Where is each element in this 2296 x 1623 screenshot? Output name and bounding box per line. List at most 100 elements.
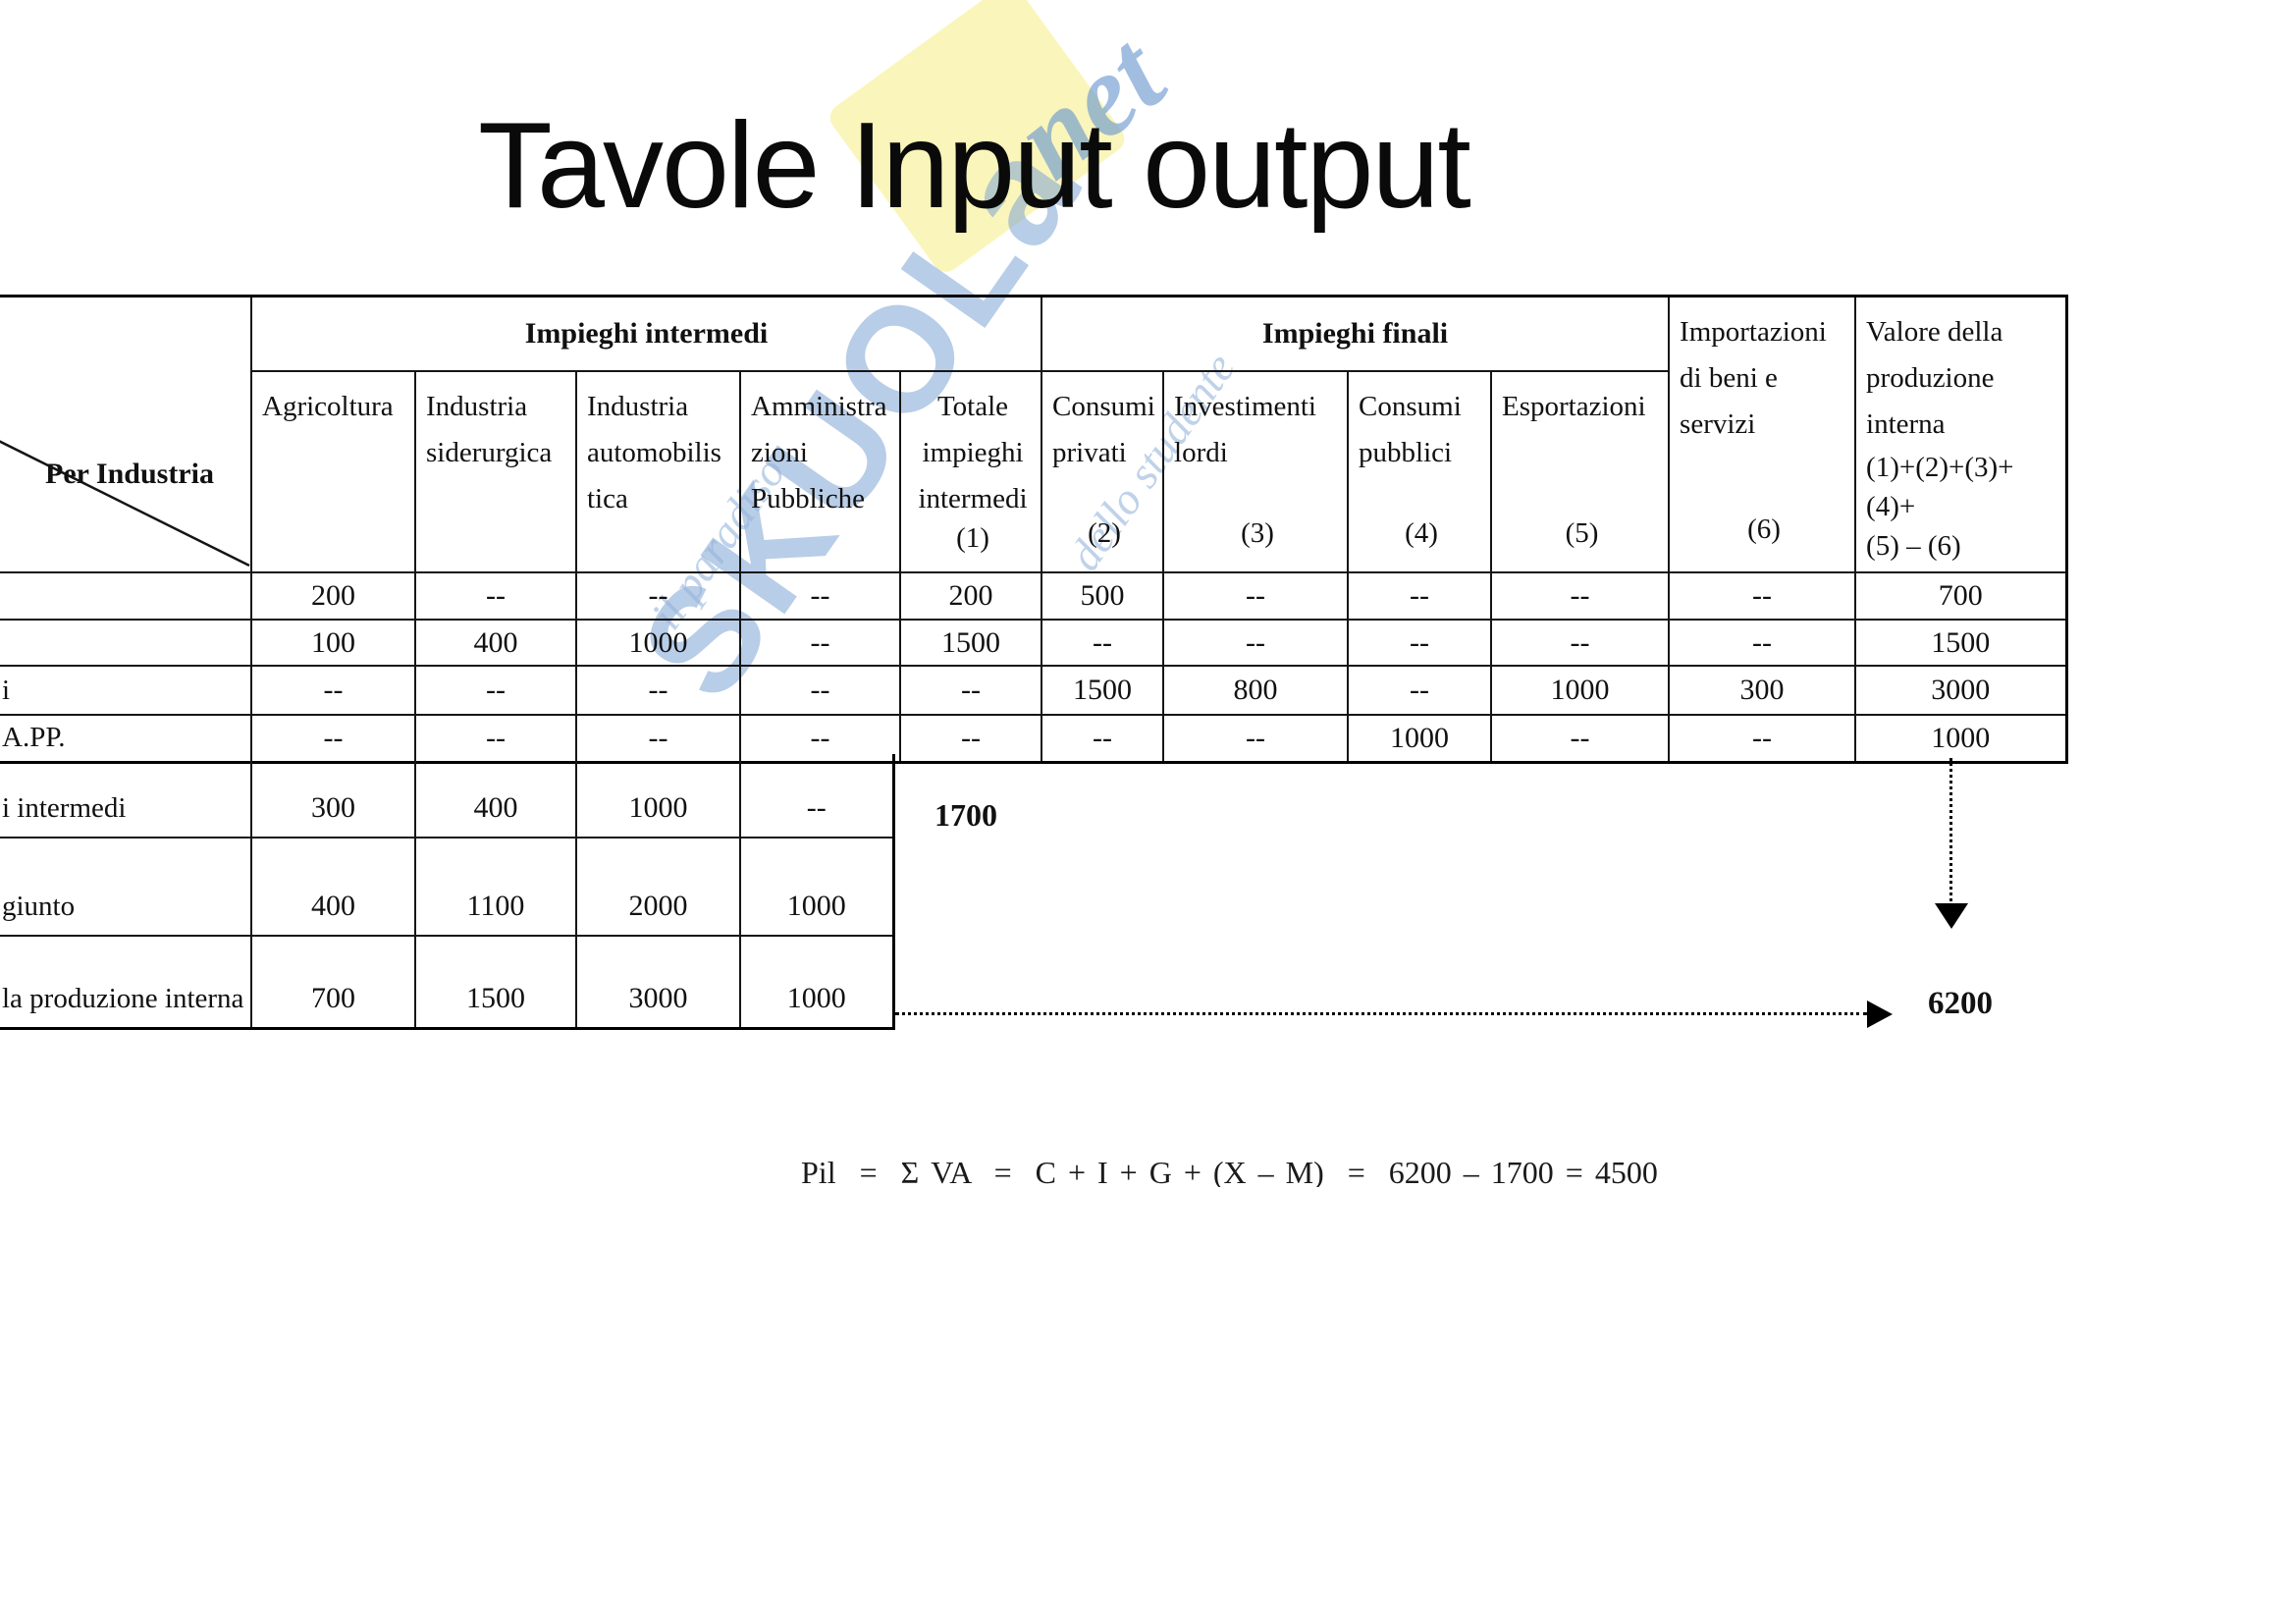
- column-header-7: Consumi pubblici (4): [1347, 370, 1493, 573]
- table-cell: 3000: [1854, 665, 2068, 716]
- totals-row-label: giunto: [0, 837, 252, 937]
- column-header-title: Totale impieghi intermedi: [918, 391, 1028, 514]
- page-title: Tavole Input output: [478, 98, 1471, 234]
- column-header-wrap: Totale impieghi intermedi (1): [902, 373, 1040, 570]
- table-cell: 300: [1668, 665, 1857, 716]
- table-cell: 200: [250, 571, 416, 621]
- column-header-title: Industria automobilis tica: [587, 391, 721, 514]
- column-header-index: [426, 550, 569, 570]
- column-header-4: Totale impieghi intermedi (1): [898, 370, 1043, 573]
- totals-row: giunto 400 1100 2000 1000: [0, 837, 894, 937]
- totals-cell: 300: [250, 754, 416, 839]
- totals-row-label: la produzione interna: [0, 935, 252, 1029]
- column-header-wrap: Consumi privati (2): [1043, 373, 1161, 570]
- column-header-index: (4): [1405, 517, 1438, 549]
- totals-cell: 400: [414, 754, 577, 839]
- column-header-wrap: Amministra zioni Pubbliche: [742, 373, 898, 570]
- intermediate-total-value: 1700: [934, 797, 997, 833]
- totals-row: la produzione interna 700 1500 3000 1000: [0, 935, 894, 1029]
- right-arrowhead-icon: [1867, 1001, 1893, 1028]
- totals-cell: 700: [250, 935, 416, 1029]
- down-arrow-dotted-line: [1949, 758, 1952, 901]
- header-valore-produzione-formula: (1)+(2)+(3)+(4)+ (5) – (6): [1866, 452, 2014, 562]
- table-cell: 1000: [1490, 665, 1671, 716]
- column-header-title: Industria siderurgica: [426, 391, 553, 468]
- table-cell: 200: [898, 571, 1043, 621]
- column-header-3: Amministra zioni Pubbliche: [739, 370, 901, 573]
- corner-cell: Per Industria: [0, 295, 252, 573]
- header-valore-produzione: Valore della produzione interna (1)+(2)+…: [1854, 295, 2068, 573]
- table-cell: --: [1041, 714, 1165, 763]
- totals-cell: 1000: [575, 754, 741, 839]
- table-cell: --: [1162, 619, 1350, 667]
- column-header-title: Esportazioni: [1502, 391, 1646, 422]
- totals-cell: 1000: [739, 837, 894, 937]
- table-cell: 500: [1041, 571, 1165, 621]
- column-header-index: (5): [1565, 517, 1599, 549]
- table-cell: --: [1490, 571, 1671, 621]
- totals-cell: 1100: [414, 837, 577, 937]
- group-header-row: Per Industria Impieghi intermedi Impiegh…: [0, 295, 2068, 573]
- header-importazioni-title: Importazioni di beni e servizi: [1680, 316, 1827, 440]
- table-cell: --: [739, 619, 901, 667]
- column-header-8: Esportazioni (5): [1490, 370, 1671, 573]
- table-row: 100 400 1000 -- 1500 -- -- -- -- -- 1500: [0, 619, 2068, 667]
- row-label: [0, 619, 252, 667]
- column-header-wrap: Industria automobilis tica: [578, 373, 738, 570]
- table-cell: --: [898, 714, 1043, 763]
- table-cell: 800: [1162, 665, 1350, 716]
- column-header-title: Amministra zioni Pubbliche: [751, 391, 887, 514]
- table-cell: --: [739, 571, 901, 621]
- column-header-wrap: Consumi pubblici (4): [1350, 373, 1489, 570]
- table-cell: --: [1668, 571, 1857, 621]
- column-header-wrap: Agricoltura: [252, 373, 413, 570]
- table-cell: --: [898, 665, 1043, 716]
- table-cell: --: [414, 665, 577, 716]
- totals-row-label: i intermedi: [0, 754, 252, 839]
- column-header-index: (2): [1088, 517, 1121, 549]
- table-cell: 1000: [1347, 714, 1493, 763]
- column-header-index: (3): [1241, 517, 1274, 549]
- table-cell: --: [1668, 619, 1857, 667]
- column-header-title: Agricoltura: [262, 391, 394, 422]
- table-row: 200 -- -- -- 200 500 -- -- -- -- 700: [0, 571, 2068, 621]
- right-arrow-dotted-line: [895, 1012, 1867, 1015]
- table-cell: 1500: [1041, 665, 1165, 716]
- totals-cell: 1000: [739, 935, 894, 1029]
- table-cell: 1000: [1854, 714, 2068, 763]
- column-header-wrap: Industria siderurgica: [417, 373, 574, 570]
- table-cell: --: [414, 571, 577, 621]
- table-cell: --: [739, 665, 901, 716]
- down-arrowhead-icon: [1935, 903, 1968, 929]
- column-header-0: Agricoltura: [251, 370, 416, 573]
- table-cell: --: [1490, 714, 1671, 763]
- table-cell: --: [575, 665, 741, 716]
- group-header-impieghi-intermedi: Impieghi intermedi: [249, 295, 1043, 372]
- pil-formula-clipped: Pil = Σ VA = C + I + G + (X – M) = 6200 …: [801, 1155, 1832, 1187]
- table-cell: 400: [414, 619, 577, 667]
- table-cell: --: [1041, 619, 1165, 667]
- table-cell: --: [1162, 714, 1350, 763]
- column-header-wrap: Investimenti lordi (3): [1165, 373, 1346, 570]
- column-header-index: [587, 550, 733, 570]
- production-total-value: 6200: [1928, 986, 1993, 1021]
- column-header-5: Consumi privati (2): [1041, 370, 1165, 573]
- header-importazioni-index: (6): [1747, 514, 1781, 545]
- row-label: i: [0, 665, 252, 716]
- header-importazioni: Importazioni di beni e servizi (6): [1668, 295, 1857, 573]
- table-cell: 1500: [898, 619, 1043, 667]
- column-header-6: Investimenti lordi (3): [1162, 370, 1350, 573]
- totals-cell: 2000: [575, 837, 741, 937]
- diagonal-line: [0, 440, 249, 568]
- totals-cell: 400: [250, 837, 416, 937]
- table-row: i -- -- -- -- -- 1500 800 -- 1000 300 3000: [0, 665, 2068, 716]
- column-header-title: Investimenti lordi: [1174, 391, 1316, 468]
- column-header-index: (1): [956, 522, 989, 554]
- row-label: [0, 571, 252, 621]
- table-cell: 100: [250, 619, 416, 667]
- corner-label: Per Industria: [45, 458, 214, 490]
- table-cell: --: [1490, 619, 1671, 667]
- column-header-2: Industria automobilis tica: [575, 370, 741, 573]
- header-valore-produzione-title: Valore della produzione interna: [1866, 316, 2003, 440]
- table-cell: --: [1668, 714, 1857, 763]
